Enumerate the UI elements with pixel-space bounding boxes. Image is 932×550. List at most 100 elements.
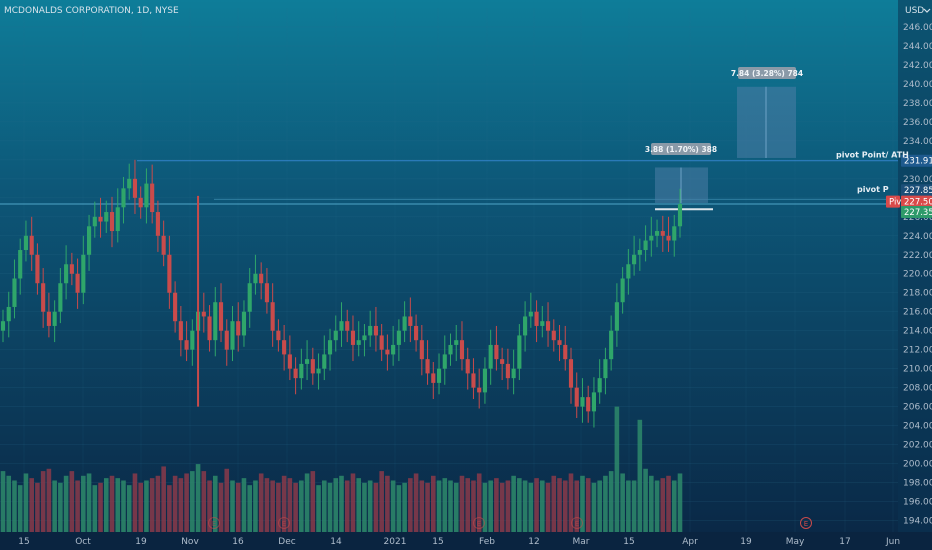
- candle-body[interactable]: [305, 359, 310, 364]
- candle-body[interactable]: [293, 368, 298, 379]
- candle-body[interactable]: [368, 325, 373, 336]
- candle-body[interactable]: [626, 264, 631, 279]
- time-axis[interactable]: 15 Oct 19 Nov 16 Dec 14 2021 15 Feb 12 Mar 15 Apr 19 Ma…: [0, 532, 932, 550]
- candle-body[interactable]: [505, 363, 510, 379]
- candle-body[interactable]: [431, 373, 436, 383]
- candle-body[interactable]: [396, 330, 401, 345]
- candle-body[interactable]: [500, 359, 505, 364]
- candle-body[interactable]: [41, 283, 46, 312]
- candle-body[interactable]: [488, 344, 493, 369]
- currency-label[interactable]: USD: [905, 6, 924, 16]
- candle-body[interactable]: [677, 203, 683, 227]
- earnings-event-icon[interactable]: [473, 517, 485, 529]
- chevron-down-icon[interactable]: [923, 8, 931, 13]
- candle-body[interactable]: [666, 235, 671, 241]
- candle-body[interactable]: [425, 359, 430, 374]
- candle-body[interactable]: [356, 340, 361, 345]
- candle-body[interactable]: [23, 235, 29, 251]
- candle-body[interactable]: [69, 264, 74, 274]
- earnings-event-icon[interactable]: [208, 517, 220, 529]
- price-axis[interactable]: 194.00 196.00 198.00 200.00 202.00 204.00 206.…: [903, 23, 932, 527]
- earnings-event-icon[interactable]: [278, 517, 290, 529]
- candle-body[interactable]: [132, 178, 138, 198]
- candle-body[interactable]: [333, 330, 338, 341]
- candle-body[interactable]: [46, 311, 51, 326]
- candle-body[interactable]: [138, 197, 143, 208]
- candle-body[interactable]: [660, 231, 665, 236]
- candle-body[interactable]: [580, 397, 585, 407]
- candle-body[interactable]: [310, 359, 315, 374]
- candle-body[interactable]: [471, 373, 476, 388]
- candle-body[interactable]: [12, 278, 17, 307]
- candle-body[interactable]: [18, 250, 23, 279]
- candle-body[interactable]: [58, 283, 63, 312]
- candle-body[interactable]: [603, 359, 608, 379]
- candle-body[interactable]: [270, 302, 275, 331]
- candle-body[interactable]: [586, 397, 591, 412]
- candle-body[interactable]: [448, 344, 453, 355]
- candle-body[interactable]: [0, 321, 6, 331]
- candle-body[interactable]: [86, 226, 92, 255]
- candle-body[interactable]: [218, 302, 224, 331]
- candle-body[interactable]: [568, 359, 574, 388]
- candle-body[interactable]: [224, 330, 229, 350]
- candle-body[interactable]: [528, 311, 533, 317]
- candle-body[interactable]: [614, 302, 619, 331]
- candle-body[interactable]: [563, 344, 568, 360]
- candle-body[interactable]: [391, 344, 396, 355]
- candle-body[interactable]: [482, 368, 487, 393]
- candle-body[interactable]: [109, 212, 115, 232]
- candle-body[interactable]: [494, 344, 499, 360]
- candle-body[interactable]: [247, 283, 252, 312]
- candle-body[interactable]: [643, 240, 648, 251]
- candle-body[interactable]: [35, 254, 40, 284]
- candle-body[interactable]: [362, 335, 367, 341]
- candle-body[interactable]: [620, 278, 625, 303]
- candle-body[interactable]: [121, 188, 126, 208]
- candle-body[interactable]: [402, 316, 407, 331]
- candle-body[interactable]: [574, 387, 579, 407]
- candle-body[interactable]: [155, 212, 160, 236]
- candle-body[interactable]: [282, 340, 287, 355]
- candle-body[interactable]: [327, 340, 333, 355]
- candle-body[interactable]: [92, 216, 97, 227]
- candle-body[interactable]: [264, 283, 269, 303]
- candle-body[interactable]: [64, 264, 69, 284]
- earnings-event-icon[interactable]: [800, 517, 812, 529]
- candle-body[interactable]: [557, 340, 562, 345]
- candle-body[interactable]: [534, 311, 539, 326]
- candle-body[interactable]: [436, 368, 442, 383]
- measure-box-1[interactable]: [655, 167, 708, 203]
- candle-body[interactable]: [75, 273, 80, 293]
- candle-body[interactable]: [29, 235, 34, 255]
- earnings-event-label[interactable]: E: [477, 520, 481, 528]
- candle-body[interactable]: [373, 325, 378, 336]
- candle-body[interactable]: [477, 387, 482, 393]
- candle-body[interactable]: [609, 330, 614, 360]
- candle-body[interactable]: [178, 321, 183, 341]
- candle-body[interactable]: [207, 316, 212, 341]
- candle-body[interactable]: [654, 231, 660, 236]
- candle-body[interactable]: [236, 321, 241, 336]
- candle-body[interactable]: [287, 354, 292, 369]
- candle-body[interactable]: [511, 368, 516, 379]
- candle-body[interactable]: [459, 340, 465, 360]
- candle-body[interactable]: [517, 335, 522, 369]
- candle-body[interactable]: [419, 340, 424, 360]
- candle-body[interactable]: [632, 254, 637, 265]
- candle-body[interactable]: [201, 311, 206, 317]
- candle-body[interactable]: [127, 178, 132, 189]
- candle-body[interactable]: [241, 311, 247, 336]
- earnings-event-label[interactable]: E: [212, 520, 216, 528]
- candle-body[interactable]: [161, 235, 166, 255]
- earnings-event-label[interactable]: E: [282, 520, 286, 528]
- candle-body[interactable]: [150, 183, 155, 213]
- candle-body[interactable]: [350, 330, 356, 345]
- candle-body[interactable]: [649, 235, 654, 241]
- candle-body[interactable]: [672, 226, 677, 241]
- candle-body[interactable]: [230, 321, 235, 350]
- candle-body[interactable]: [408, 316, 413, 326]
- candle-body[interactable]: [545, 321, 551, 331]
- candle-body[interactable]: [637, 250, 642, 255]
- candle-body[interactable]: [115, 207, 120, 232]
